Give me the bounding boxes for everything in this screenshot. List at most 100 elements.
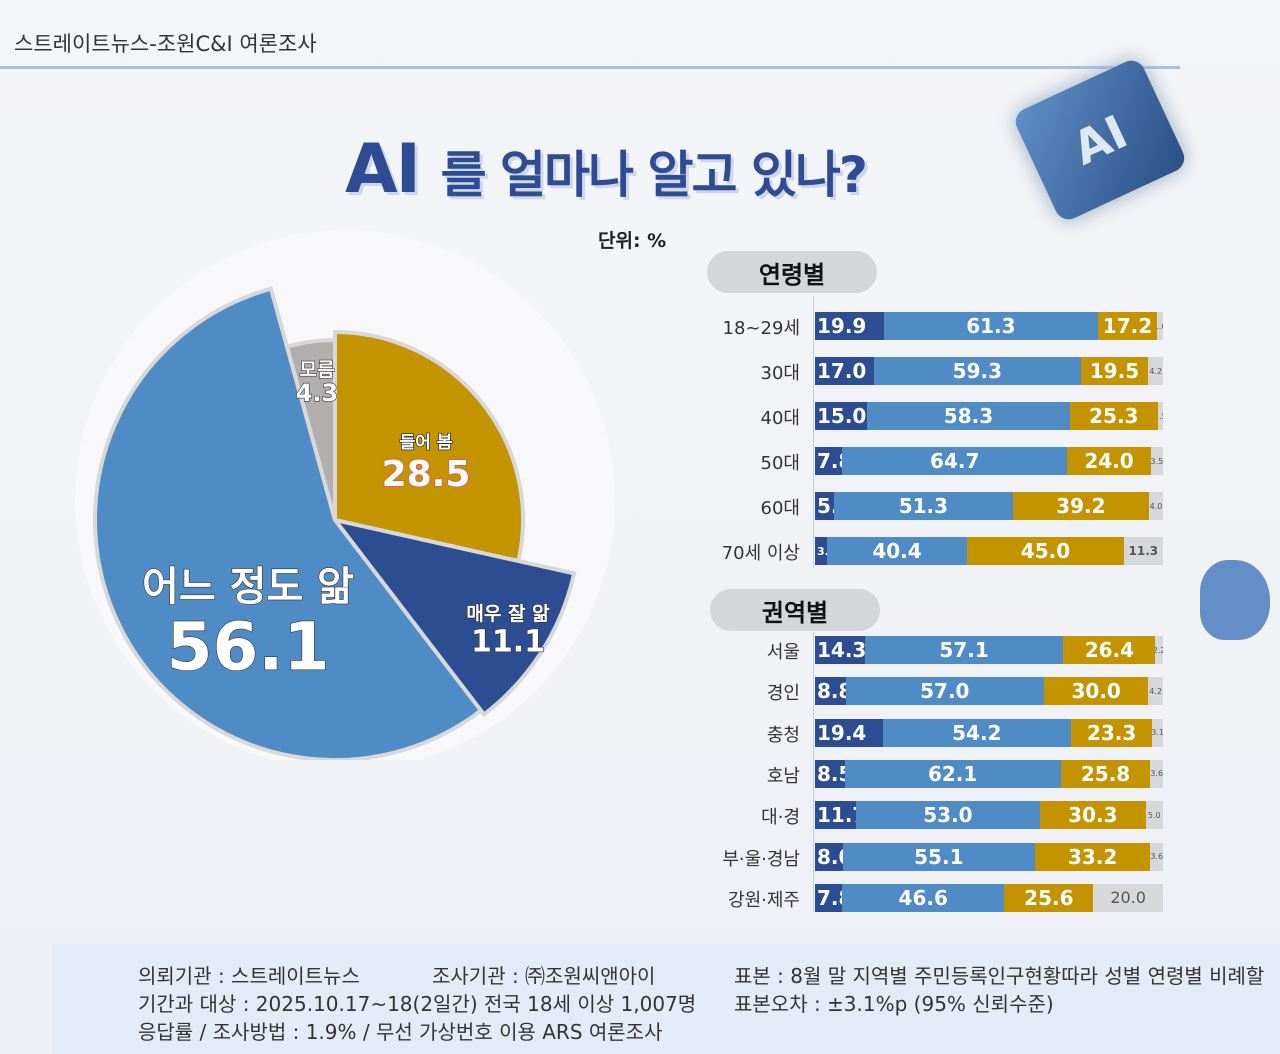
- bar-segment: 14.3: [815, 636, 865, 664]
- region-section-title: 권역별: [710, 589, 880, 631]
- bar-segment: 39.2: [1012, 492, 1150, 520]
- bar-category-label: 18~29세: [722, 318, 800, 339]
- bar-row: 충청 19.4 54.2 23.3 3.1: [700, 718, 1170, 747]
- footer-error: 표본오차 : ±3.1%p (95% 신뢰수준): [734, 992, 1054, 1016]
- bar-segment: 30.0: [1043, 677, 1149, 706]
- bar-segment: 57.1: [864, 636, 1064, 664]
- footer-method: 응답률 / 조사방법 : 1.9% / 무선 가상번호 이용 ARS 여론조사: [138, 1020, 663, 1044]
- bar-segment: 3.5: [1150, 447, 1163, 475]
- bar-segment: 4.0: [1149, 492, 1163, 520]
- bar-segment: 17.0: [815, 357, 875, 385]
- bar-segment: 3.6: [1150, 759, 1163, 788]
- bar-segment: 5.0: [1145, 801, 1163, 830]
- bar-segment: 8.8: [815, 677, 846, 706]
- bar-segment: 5.5: [815, 492, 835, 520]
- pie-label: 들어 봄: [400, 433, 453, 453]
- bar-row: 경인 8.8 57.0 30.0 4.2: [700, 677, 1170, 706]
- survey-info-footer: 의뢰기관 : 스트레이트뉴스 조사기관 : ㈜조원씨앤아이 표본 : 8월 말 …: [52, 944, 1280, 1054]
- bar-segment: 33.2: [1034, 842, 1151, 871]
- bar-category-label: 충청: [766, 724, 800, 746]
- bar-row: 18~29세 19.961.317.21.6: [700, 312, 1170, 340]
- footer-sample: 표본 : 8월 말 지역별 주민등록인구현황따라 성별 연령별 비례할: [734, 964, 1265, 988]
- bar-row: 서울 14.357.126.42.2: [700, 636, 1170, 664]
- age-section-title: 연령별: [707, 251, 877, 293]
- bar-segment: 7.8: [815, 883, 843, 912]
- footer-client: 의뢰기관 : 스트레이트뉴스: [138, 964, 360, 988]
- bar-category-label: 30대: [760, 363, 800, 384]
- bar-row: 강원·제주 7.846.625.620.0: [700, 883, 1170, 912]
- pie-chart: 들어 봄28.5 매우 잘 앎11.1 어느 정도 앎56.1 모름4.3: [75, 230, 615, 760]
- pie-slice: [93, 286, 484, 760]
- bar-row: 30대 17.0 59.3 19.5 4.2: [700, 357, 1170, 385]
- pie-slice: [333, 329, 525, 564]
- bar-segment: 17.2: [1097, 312, 1158, 340]
- bar-segment: 64.7: [842, 447, 1068, 475]
- page-title: AI 를 얼마나 알고 있나?: [345, 130, 868, 209]
- bar-category-label: 60대: [760, 498, 800, 519]
- pie-slice: [284, 337, 337, 521]
- bar-row: 60대 5.551.339.24.0: [700, 492, 1170, 520]
- bar-category-label: 호남: [766, 765, 800, 787]
- pie-slice: [330, 516, 577, 718]
- bar-segment: 51.3: [834, 492, 1013, 520]
- bar-segment: 55.1: [842, 842, 1035, 871]
- bar-segment: 4.2: [1148, 357, 1163, 385]
- pie-label: 어느 정도 앎: [142, 564, 354, 610]
- bar-segment: 8.5: [815, 759, 845, 788]
- bar-segment: 53.0: [855, 801, 1041, 830]
- bar-segment: 11.7: [815, 801, 856, 830]
- bar-row: 호남 8.562.125.83.6: [700, 759, 1170, 788]
- bar-segment: 11.3: [1123, 537, 1163, 565]
- bar-segment: 57.0: [845, 677, 1044, 706]
- bar-segment: 23.3: [1071, 718, 1153, 747]
- bar-segment: 25.3: [1069, 402, 1158, 430]
- bar-category-label: 서울: [766, 642, 800, 663]
- bar-segment: 54.2: [882, 718, 1072, 747]
- pie-value: 28.5: [382, 454, 471, 495]
- bar-segment: 15.0: [815, 402, 868, 430]
- bar-segment: 40.4: [826, 537, 968, 565]
- bar-category-label: 경인: [766, 683, 800, 705]
- bar-segment: 2.2: [1155, 636, 1163, 664]
- bar-row: 대·경 11.753.030.35.0: [700, 801, 1170, 830]
- bar-row: 50대 7.864.724.03.5: [700, 447, 1170, 475]
- bar-segment: 19.4: [815, 718, 883, 747]
- bar-segment: 20.0: [1093, 883, 1163, 912]
- bar-segment: 62.1: [844, 759, 1061, 788]
- bar-segment: 24.0: [1067, 447, 1151, 475]
- bar-segment: 25.6: [1004, 883, 1094, 912]
- header-divider: [0, 66, 1180, 69]
- bar-segment: 19.5: [1080, 357, 1149, 385]
- bar-category-label: 강원·제주: [728, 889, 800, 911]
- bar-segment: 19.9: [815, 312, 885, 340]
- bar-category-label: 50대: [760, 453, 800, 474]
- bar-segment: 7.8: [815, 447, 843, 475]
- bar-segment: 4.2: [1148, 677, 1163, 706]
- bar-segment: 46.6: [842, 883, 1005, 912]
- bar-segment: 1.6: [1157, 312, 1163, 340]
- korea-map-image: [1200, 560, 1270, 640]
- bar-segment: 30.3: [1040, 801, 1146, 830]
- bar-category-label: 40대: [760, 408, 800, 429]
- bar-row: 40대 15.058.325.31.5: [700, 402, 1170, 430]
- bar-category-label: 대·경: [761, 807, 800, 829]
- bar-category-label: 70세 이상: [721, 543, 800, 564]
- ai-chip-image: AI: [1011, 56, 1189, 224]
- pie-value: 56.1: [167, 608, 330, 685]
- bar-segment: 25.8: [1060, 759, 1151, 788]
- title-ai: AI: [345, 130, 421, 209]
- age-axis-line: [813, 296, 814, 568]
- bar-segment: 26.4: [1063, 636, 1156, 664]
- bar-segment: 3.4: [815, 537, 827, 565]
- bar-segment: 8.0: [815, 842, 843, 871]
- header-title: 스트레이트뉴스-조원C&I 여론조사: [14, 32, 317, 56]
- bar-segment: 45.0: [967, 537, 1124, 565]
- pie-value: 4.3: [296, 379, 339, 407]
- pie-label: 모름: [300, 359, 335, 381]
- footer-agency: 조사기관 : ㈜조원씨앤아이: [432, 964, 656, 988]
- bar-segment: 1.5: [1157, 402, 1163, 430]
- bar-segment: 3.6: [1150, 842, 1163, 871]
- bar-segment: 3.1: [1152, 718, 1163, 747]
- footer-period: 기간과 대상 : 2025.10.17~18(2일간) 전국 18세 이상 1,…: [138, 992, 697, 1016]
- unit-label: 단위: %: [598, 230, 667, 252]
